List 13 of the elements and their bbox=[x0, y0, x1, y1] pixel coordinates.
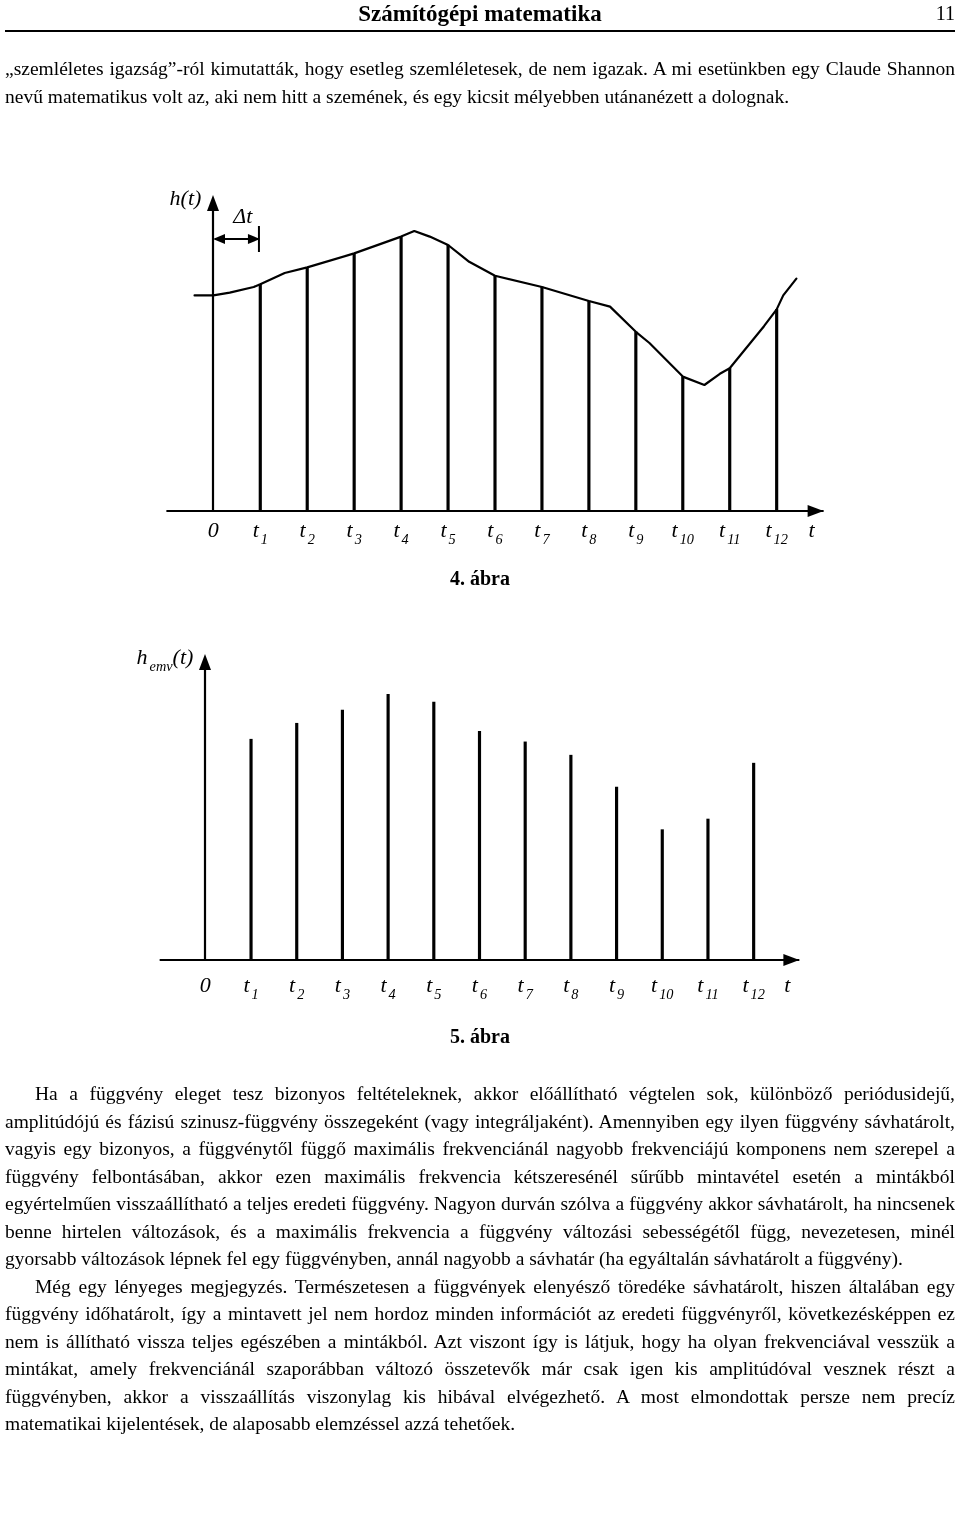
text: Számítógépi matematika bbox=[358, 1, 602, 26]
y-axis-title: h(t) bbox=[169, 185, 202, 210]
text: 5. ábra bbox=[450, 1025, 510, 1047]
text: Ha a függvény eleget tesz bizonyos feltételeknek, akkor előállítható végtelen sok, különböző periódusidejű, amplitúdójú és fázisú szinusz-függvény összegeként (vagy integráljaként). Amennyiben egy ilyen függvény sávhatárolt, vagyis egy bizonyos, a függvénytől függő maximális frekvenciánál nagyobb frekvenciájú komponens nem szerepel a függvény felbontásában, akkor ezen maximális frekvencia kétszeresénél sűrűbb mintavétel esetén a mintákból egyértelműen visszaállítható a teljes eredeti függvény. Nagyon durván szólva a függvény akkor sávhatárolt, ha nincsenek benne hirtelen változások, és a maximális frekvencia a függvény változási sebességétől függ, nevezetesen, minél gyorsabb változások lépnek fel egy függvényben, annál nagyobb a sávhatár (ha egyáltalán sávhatárolt a függvény). bbox=[5, 1082, 955, 1271]
x-tick-label: 0 bbox=[199, 972, 211, 997]
text: Δt bbox=[232, 203, 254, 228]
x-axis-title: t bbox=[784, 972, 792, 997]
x-tick-label: 0 bbox=[207, 517, 219, 542]
text: 11 bbox=[935, 2, 955, 25]
text: Még egy lényeges megjegyzés. Természetesen a függvények elenyésző töredéke sávhatárolt, hiszen általában egy függvény időhatárolt, így a mintavett jel nem hordoz minden információt az eredeti függvényről, következésképpen ez nem is állítható vissza teljes egészében a mintákból. Azt viszont így is látjuk, hogy ha olyan frekvenciával vesszük a mintákat, amely frekvenciánál szaporábban változó összetevők már csak igen kis amplitúdóval vesznek részt a függvényben, akkor a visszaállítás viszonylag kis hibával elvégezhető. A most elmondottak persze nem precíz matematikai kijelentések, de alaposabb elemzéssel azzá tehetőek. bbox=[5, 1274, 955, 1436]
text: „szemléletes igazság”-ról kimutatták, hogy esetleg szemléletesek, de nem igazak. A mi esetünkben egy Claude Shannon nevű matematikus volt az, aki nem hitt a szemének, és egy kicsit mélyebben utánanézett a dolognak. bbox=[5, 57, 955, 109]
x-axis-title: t bbox=[808, 517, 816, 542]
text: 4. ábra bbox=[450, 567, 510, 589]
